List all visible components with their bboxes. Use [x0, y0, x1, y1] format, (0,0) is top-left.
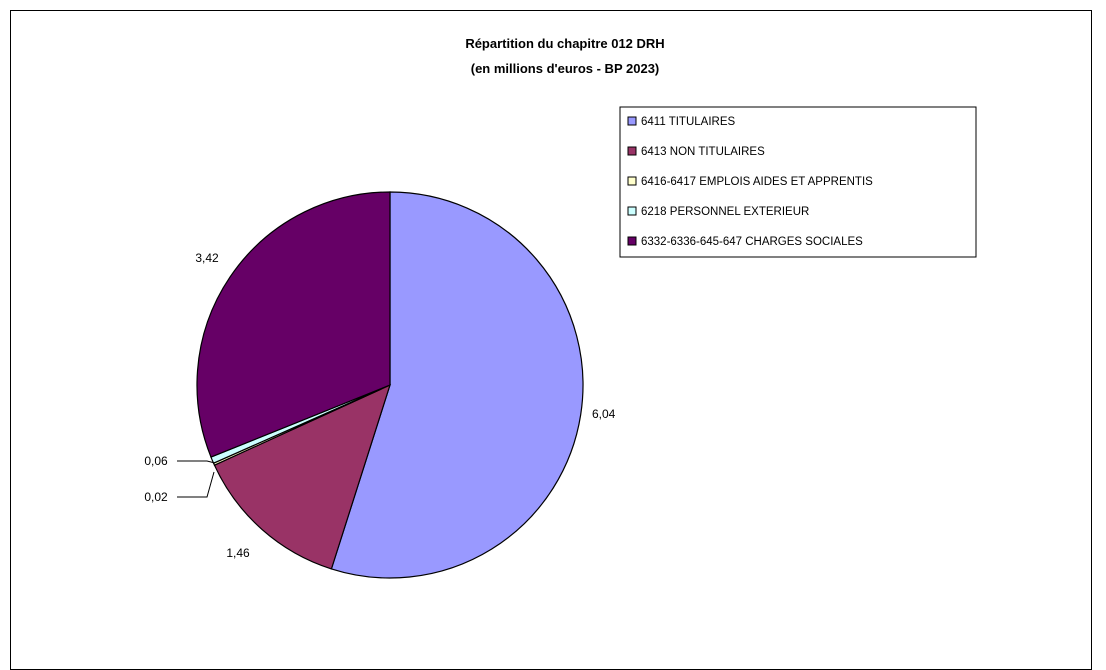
legend-entry-2: 6413 NON TITULAIRES — [641, 146, 765, 158]
legend-swatch-1 — [627, 116, 637, 126]
data-label-3: 0,02 — [144, 490, 168, 504]
legend-box — [619, 106, 977, 258]
legend-swatch-3 — [627, 176, 637, 186]
data-label-leader-4 — [177, 460, 216, 464]
legend-entry-4: 6218 PERSONNEL EXTERIEUR — [641, 206, 809, 218]
pie-data-labels: 6,04 1,46 0,02 0,06 3,42 — [144, 251, 615, 560]
legend-entry-1: 6411 TITULAIRES — [641, 116, 736, 128]
data-label-2: 1,46 — [226, 546, 250, 560]
legend-entry-3: 6416-6417 EMPLOIS AIDES ET APPRENTIS — [641, 176, 873, 188]
chart-legend: 6411 TITULAIRES 6413 NON TITULAIRES 6416-6… — [619, 106, 977, 258]
chart-title: Répartition du chapitre 012 DRH — [465, 36, 664, 51]
pie-slice-5 — [196, 191, 391, 458]
data-label-5: 3,42 — [195, 251, 219, 265]
data-label-leader-3 — [177, 471, 215, 498]
pie-slice-2 — [213, 383, 391, 570]
legend-swatch-2 — [627, 146, 637, 156]
legend-swatch-4 — [627, 206, 637, 216]
data-label-1: 6,04 — [592, 407, 616, 421]
legend-entry-5: 6332-6336-645-647 CHARGES SOCIALES — [641, 236, 863, 248]
chart-subtitle: (en millions d'euros - BP 2023) — [471, 61, 660, 76]
pie-slices — [196, 191, 584, 579]
pie-slice-1 — [330, 191, 584, 579]
legend-swatch-5 — [627, 236, 637, 246]
data-label-4: 0,06 — [144, 454, 168, 468]
